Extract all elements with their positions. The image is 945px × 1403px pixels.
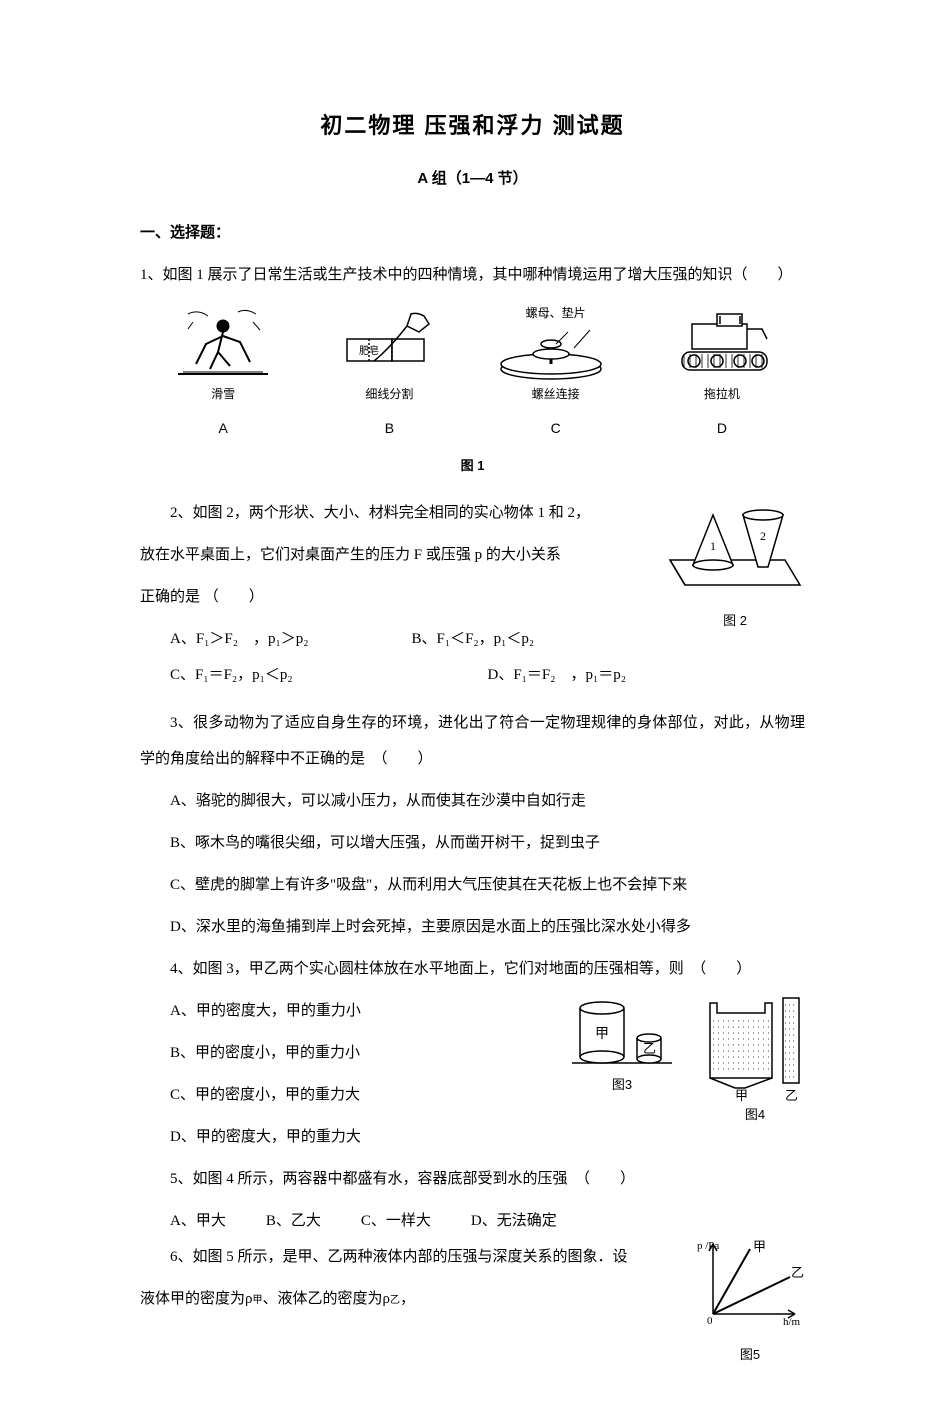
figure-3: 甲 乙 图3: [567, 993, 677, 1093]
q5-opt-d: D、无法确定: [471, 1203, 557, 1239]
containers-icon: 甲 乙: [705, 993, 805, 1103]
question-3: 3、很多动物为了适应自身生存的环境，进化出了符合一定物理规律的身体部位，对此，从…: [140, 705, 805, 777]
svg-text:乙: 乙: [791, 1265, 804, 1280]
svg-text:h/m: h/m: [783, 1316, 801, 1328]
q3-opt-a: A、骆驼的脚很大，可以减小压力，从而使其在沙漠中自如行走: [140, 783, 805, 819]
fig1-cap-c-top: 螺母、垫片: [526, 305, 586, 322]
thread-cut-icon: 肥皂: [329, 304, 449, 384]
fig1-cap-a: 滑雪: [211, 386, 235, 403]
q4-opt-d: D、甲的密度大，甲的重力大: [140, 1119, 805, 1155]
svg-text:乙: 乙: [785, 1088, 798, 1103]
figure-2-label: 图 2: [665, 613, 805, 629]
q2-opt-a: A、F₁＞F₂ ，p₁＞p₂: [170, 621, 412, 657]
fig1-letter-c: C: [551, 412, 561, 446]
question-1: 1、如图 1 展示了日常生活或生产技术中的四种情境，其中哪种情境运用了增大压强的…: [140, 257, 805, 293]
fig3-label-a: 甲: [595, 1027, 609, 1042]
q5-opt-a: A、甲大: [170, 1203, 226, 1239]
fig1-letter-d: D: [717, 412, 727, 446]
cylinders-icon: 甲 乙: [567, 993, 677, 1073]
svg-text:1: 1: [710, 539, 716, 553]
question-4: 4、如图 3，甲乙两个实心圆柱体放在水平地面上，它们对地面的压强相等，则 （ ）: [140, 951, 805, 987]
figure-4-label: 图4: [745, 1107, 765, 1123]
q5-opt-b: B、乙大: [266, 1203, 321, 1239]
page-subtitle: A 组（1—4 节）: [140, 161, 805, 197]
q5-opt-c: C、一样大: [361, 1203, 431, 1239]
bolt-icon: [496, 324, 616, 384]
q5-options: A、甲大 B、乙大 C、一样大 D、无法确定: [170, 1203, 805, 1239]
q2-opt-b: B、F₁＜F₂，p₁＜p₂: [412, 621, 654, 657]
fig1-letter-a: A: [218, 412, 227, 446]
fig1-cap-d: 拖拉机: [704, 386, 740, 403]
figure-1-item-c: 螺母、垫片 螺丝连接 C: [491, 303, 621, 446]
figure-3-4-wrap: 甲 乙 图3 甲 乙 图4: [567, 993, 805, 1123]
q3-opt-b: B、啄木鸟的嘴很尖细，可以增大压强，从而凿开树干，捉到虫子: [140, 825, 805, 861]
q2-opt-d: D、F₁＝F₂ ，p₁＝p₂: [488, 657, 806, 693]
svg-text:0: 0: [707, 1315, 713, 1327]
figure-5-label: 图5: [695, 1347, 805, 1363]
svg-text:甲: 甲: [735, 1088, 748, 1103]
figure-1-item-a: 滑雪 A: [158, 304, 288, 446]
section-1-header: 一、选择题：: [140, 215, 805, 251]
figure-3-label: 图3: [612, 1077, 632, 1093]
svg-text:2: 2: [760, 529, 766, 543]
svg-text:p /Pa: p /Pa: [697, 1240, 719, 1252]
figure-1-item-d: 拖拉机 D: [657, 304, 787, 446]
cones-icon: 1 2: [665, 495, 805, 595]
figure-5: p /Pa h/m 甲 乙 0 图5: [695, 1239, 805, 1363]
page-title: 初二物理 压强和浮力 测试题: [140, 100, 805, 153]
fig1-cap-c: 螺丝连接: [532, 386, 580, 403]
graph-icon: p /Pa h/m 甲 乙 0: [695, 1239, 805, 1329]
q2-options-row2: C、F₁＝F₂，p₁＜p₂ D、F₁＝F₂ ，p₁＝p₂: [170, 657, 805, 693]
figure-1-row: 滑雪 A 肥皂 细线分割 B 螺母、垫片: [140, 303, 805, 446]
svg-text:甲: 甲: [753, 1239, 766, 1254]
fig1-cap-b: 细线分割: [365, 386, 413, 403]
fig1-letter-b: B: [385, 412, 394, 446]
tractor-icon: [662, 304, 782, 384]
figure-4: 甲 乙 图4: [705, 993, 805, 1123]
q2-opt-c: C、F₁＝F₂，p₁＜p₂: [170, 657, 488, 693]
svg-text:肥皂: 肥皂: [359, 344, 379, 357]
q3-opt-c: C、壁虎的脚掌上有许多"吸盘"，从而利用大气压使其在天花板上也不会掉下来: [140, 867, 805, 903]
figure-1-label: 图 1: [140, 450, 805, 481]
q3-opt-d: D、深水里的海鱼捕到岸上时会死掉，主要原因是水面上的压强比深水处小得多: [140, 909, 805, 945]
question-5: 5、如图 4 所示，两容器中都盛有水，容器底部受到水的压强 （ ）: [140, 1161, 805, 1197]
figure-1-item-b: 肥皂 细线分割 B: [324, 304, 454, 446]
fig3-label-b: 乙: [643, 1041, 656, 1056]
q2-options-row1: A、F₁＞F₂ ，p₁＞p₂ B、F₁＜F₂，p₁＜p₂: [170, 621, 653, 657]
figure-2: 1 2 图 2: [665, 495, 805, 629]
skiing-icon: [168, 304, 278, 384]
